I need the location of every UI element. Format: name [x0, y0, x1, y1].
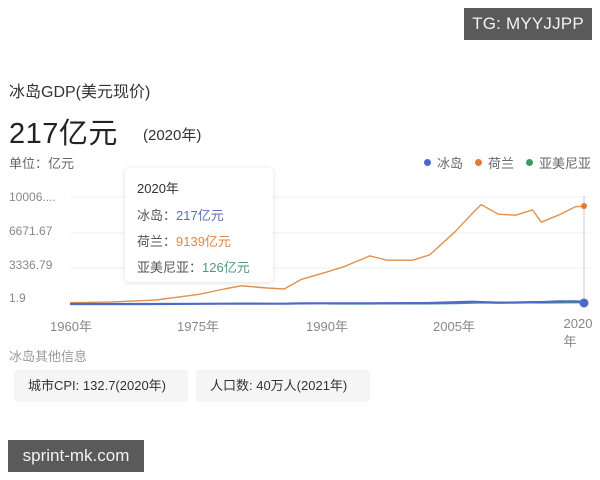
chart-tooltip: 2020年 冰岛：217亿元 荷兰：9139亿元 亚美尼亚：126亿元	[125, 168, 273, 282]
watermark-top: TG: MYYJJPP	[464, 8, 592, 40]
info-chip-population[interactable]: 人口数: 40万人(2021年)	[196, 370, 370, 402]
legend-label: 亚美尼亚	[538, 156, 591, 171]
tooltip-row-armenia: 亚美尼亚：126亿元	[137, 260, 250, 275]
x-tick-label: 1990年	[306, 319, 348, 334]
legend-dot-icon	[525, 159, 533, 166]
legend-item-netherlands[interactable]: 荷兰	[474, 153, 514, 172]
y-tick-label: 10006....	[9, 190, 56, 204]
unit-label: 单位：亿元	[9, 156, 75, 171]
gdp-year: (2020年)	[143, 127, 202, 144]
x-tick-label: 1960年	[50, 319, 92, 334]
x-tick-label: 2005年	[433, 319, 475, 334]
chart-legend: 冰岛 荷兰 亚美尼亚	[423, 153, 591, 172]
series-line-netherlands	[69, 203, 585, 304]
tooltip-row-iceland: 冰岛：217亿元	[137, 208, 224, 223]
gdp-value: 217亿元	[9, 118, 118, 150]
legend-label: 荷兰	[487, 156, 514, 171]
legend-dot-icon	[423, 159, 431, 166]
x-tick-label: 2020年	[563, 316, 593, 349]
tooltip-year: 2020年	[137, 181, 179, 196]
other-info-title: 冰岛其他信息	[9, 349, 88, 364]
highlight-point-netherlands	[581, 203, 587, 209]
y-tick-label: 6671.67	[9, 224, 53, 238]
series-line-iceland	[70, 300, 585, 306]
y-tick-label: 3336.79	[9, 258, 53, 272]
card-title: 冰岛GDP(美元现价)	[9, 84, 151, 101]
highlight-point-iceland	[579, 298, 589, 308]
legend-item-armenia[interactable]: 亚美尼亚	[525, 153, 591, 172]
tooltip-row-netherlands: 荷兰：9139亿元	[137, 234, 231, 249]
legend-dot-icon	[474, 159, 482, 166]
legend-item-iceland[interactable]: 冰岛	[423, 153, 463, 172]
y-tick-label: 1.9	[9, 291, 26, 305]
legend-label: 冰岛	[436, 156, 463, 171]
watermark-bottom: sprint-mk.com	[8, 440, 144, 472]
info-chip-cpi[interactable]: 城市CPI: 132.7(2020年)	[14, 370, 188, 402]
gdp-line-chart[interactable]	[0, 0, 600, 340]
x-tick-label: 1975年	[177, 319, 219, 334]
